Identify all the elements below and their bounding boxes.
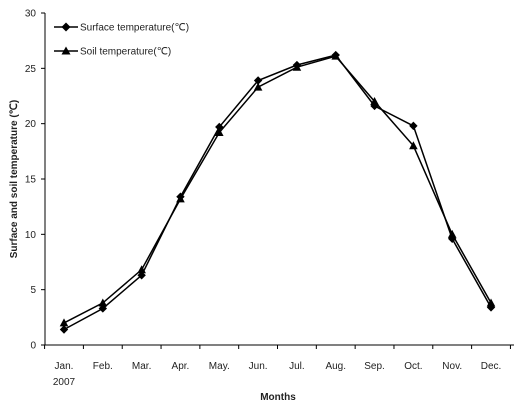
soil-point-jun xyxy=(253,82,263,91)
plot-area xyxy=(44,13,514,346)
soil-point-dec xyxy=(486,298,496,307)
legend-diamond-marker xyxy=(61,22,71,32)
legend: Surface temperature(℃) Soil temperature(… xyxy=(54,22,189,58)
y-tick-label-5: 5 xyxy=(30,285,36,296)
legend-item-soil: Soil temperature(℃) xyxy=(54,46,171,58)
x-tick-label-mar: Mar. xyxy=(132,361,151,372)
x-axis-ticks: Jan. Feb. Mar. Apr. May. Jun. Jul. Aug. Sep. Oct.… xyxy=(44,345,511,372)
x-tick-label-nov: Nov. xyxy=(442,361,462,372)
x-tick-label-jul: Jul. xyxy=(289,361,305,372)
y-tick-label-0: 0 xyxy=(30,341,36,352)
soil-point-feb xyxy=(98,298,108,307)
y-axis-title: Surface and soil temperature (℃) xyxy=(9,100,20,259)
x-tick-label-apr: Apr. xyxy=(172,361,190,372)
soil-point-jan xyxy=(59,318,69,327)
x-tick-label-may: May. xyxy=(209,361,230,372)
y-tick-label-20: 20 xyxy=(25,119,37,130)
legend-label-soil: Soil temperature(℃) xyxy=(80,47,171,58)
y-tick-label-25: 25 xyxy=(25,64,37,75)
legend-label-surface: Surface temperature(℃) xyxy=(80,23,189,34)
y-tick-label-10: 10 xyxy=(25,230,37,241)
soil-point-mar xyxy=(137,265,146,274)
soil-point-oct xyxy=(409,141,418,150)
soil-point-may xyxy=(214,128,224,137)
series-line-surface xyxy=(63,54,492,331)
x-axis-title: Months xyxy=(260,392,296,403)
soil-point-nov xyxy=(447,229,457,238)
soil-point-aug xyxy=(331,51,341,60)
series-layer xyxy=(59,50,496,334)
x-tick-label-dec: Dec. xyxy=(481,361,502,372)
y-tick-label-15: 15 xyxy=(25,175,37,186)
legend-triangle-marker xyxy=(61,46,71,55)
x-axis-sublabel: 2007 xyxy=(53,377,76,388)
surface-point-may xyxy=(215,122,224,132)
x-tick-label-jan: Jan. xyxy=(55,361,74,372)
surface-point-jan xyxy=(59,325,69,334)
series-line-soil xyxy=(63,55,492,324)
x-tick-label-oct: Oct. xyxy=(404,361,422,372)
soil-point-jul xyxy=(292,62,302,71)
x-tick-label-sep: Sep. xyxy=(364,361,385,372)
x-tick-label-jun: Jun. xyxy=(249,361,268,372)
soil-point-sep xyxy=(370,97,379,106)
legend-item-surface: Surface temperature(℃) xyxy=(54,22,189,34)
x-tick-label-feb: Feb. xyxy=(93,361,113,372)
surface-point-oct xyxy=(409,121,418,131)
surface-point-jun xyxy=(253,76,263,85)
y-tick-label-30: 30 xyxy=(25,9,37,20)
y-axis-ticks: 0 5 10 15 20 25 30 xyxy=(25,9,45,352)
soil-point-apr xyxy=(176,194,185,203)
x-tick-label-aug: Aug. xyxy=(325,361,346,372)
